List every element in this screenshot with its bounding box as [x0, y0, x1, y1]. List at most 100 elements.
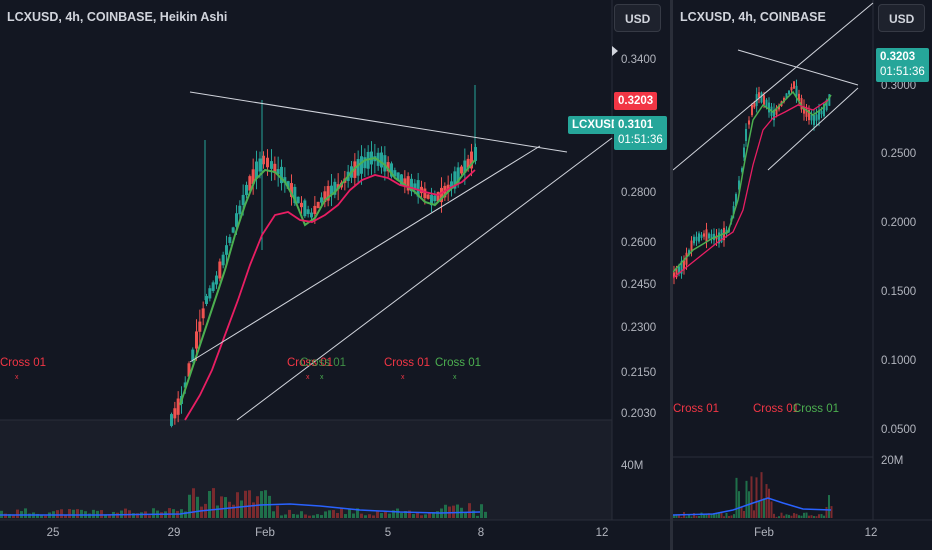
- pane-divider[interactable]: [670, 0, 673, 550]
- candle-body: [266, 157, 269, 168]
- volume-bar: [416, 512, 419, 518]
- volume-bar: [228, 501, 231, 518]
- cross-label: Cross 01: [0, 357, 47, 369]
- volume-bar: [805, 512, 808, 518]
- volume-bar: [28, 513, 31, 518]
- volume-bar: [780, 512, 783, 518]
- volume-bar: [723, 516, 725, 518]
- volume-bar: [80, 509, 83, 518]
- volume-bar: [452, 505, 455, 518]
- candle-body: [205, 296, 208, 304]
- time-tick: 12: [595, 527, 609, 539]
- volume-bar: [308, 515, 311, 518]
- last-price: 0.3101: [618, 119, 654, 131]
- candle-body: [313, 205, 317, 215]
- volume-bar: [240, 500, 243, 518]
- candle-body: [323, 191, 327, 203]
- currency-button[interactable]: USD: [614, 4, 662, 32]
- candle-body: [396, 172, 400, 181]
- candle-body: [815, 114, 818, 121]
- cross-marker: x: [306, 374, 310, 381]
- volume-bar: [216, 505, 219, 518]
- cross-label: Cross 01: [793, 403, 840, 415]
- candle-body: [753, 102, 756, 108]
- candle-body: [380, 152, 383, 168]
- volume-bar: [823, 515, 825, 518]
- volume-bar: [713, 513, 715, 518]
- candle-body: [238, 205, 242, 215]
- volume-bar: [132, 513, 135, 518]
- candle-body: [245, 184, 248, 196]
- volume-bar: [733, 514, 735, 518]
- price-tick: 0.2150: [621, 367, 657, 379]
- volume-bar: [88, 513, 91, 518]
- candle-body: [293, 186, 297, 204]
- candle-body: [276, 169, 280, 175]
- cross-label: Cross 01: [673, 403, 720, 415]
- currency-button[interactable]: USD: [878, 4, 926, 32]
- right-chart-canvas[interactable]: [673, 0, 932, 550]
- cross-marker: x: [320, 374, 324, 381]
- volume-bar: [800, 515, 803, 518]
- volume-bar: [404, 511, 407, 518]
- volume-bar: [738, 491, 740, 518]
- volume-bar: [332, 510, 335, 518]
- left-chart-pane[interactable]: LCXUSD, 4h, COINBASE, Heikin Ashi 0.3400…: [0, 0, 670, 550]
- candle-body: [423, 188, 427, 199]
- volume-bar: [825, 507, 828, 518]
- time-tick: 5: [384, 527, 392, 539]
- volume-bar: [376, 510, 379, 518]
- volume-bar: [4, 513, 7, 518]
- volume-bar: [124, 508, 127, 518]
- candle-body: [300, 202, 303, 208]
- volume-bar: [136, 513, 139, 518]
- volume-bar: [828, 495, 830, 518]
- candle-body: [211, 282, 215, 291]
- candle-body: [215, 275, 218, 285]
- last-price-tag: 0.3101 01:51:36: [614, 116, 667, 150]
- volume-bar: [388, 513, 391, 518]
- volume-bar: [208, 490, 211, 518]
- volume-bar: [224, 497, 227, 518]
- candle-body: [685, 252, 688, 265]
- candle-body: [450, 181, 453, 189]
- candle-body: [683, 260, 685, 270]
- volume-bar: [703, 514, 705, 518]
- price-tick: 0.3400: [621, 54, 657, 66]
- right-chart-pane[interactable]: LCXUSD, 4h, COINBASE USD 0.3000 0.2500 0…: [673, 0, 932, 550]
- volume-bar: [232, 504, 235, 518]
- candle-body: [715, 235, 718, 240]
- countdown: 01:51:36: [618, 134, 663, 146]
- candle-body: [460, 166, 463, 174]
- volume-bar: [808, 515, 810, 518]
- candle-body: [218, 261, 222, 279]
- candle-body: [390, 163, 393, 177]
- volume-bar: [730, 515, 733, 518]
- candle-body: [785, 93, 788, 100]
- volume-bar: [44, 515, 47, 518]
- volume-bar: [288, 509, 291, 518]
- volume-bar: [100, 510, 103, 518]
- right-chart-title: LCXUSD, 4h, COINBASE: [680, 10, 826, 24]
- last-price: 0.3203: [880, 51, 916, 63]
- candle-body: [705, 229, 708, 242]
- volume-bar: [36, 513, 39, 518]
- candle-body: [225, 245, 228, 255]
- volume-bar: [348, 509, 351, 518]
- candle-body: [436, 191, 440, 202]
- volume-bar: [256, 496, 259, 518]
- volume-bar: [192, 488, 195, 518]
- volume-bar: [284, 514, 287, 518]
- volume-bar: [675, 514, 678, 518]
- volume-bar: [725, 512, 728, 518]
- candle-body: [251, 169, 255, 185]
- left-chart-canvas[interactable]: [0, 0, 670, 550]
- candle-body: [710, 234, 713, 239]
- volume-bar: [688, 514, 690, 518]
- cross-marker: x: [15, 374, 19, 381]
- volume-bar: [813, 516, 815, 518]
- volume-bar: [798, 515, 800, 518]
- volume-bar: [815, 516, 818, 518]
- candle-body: [320, 197, 323, 203]
- trendline: [189, 145, 541, 363]
